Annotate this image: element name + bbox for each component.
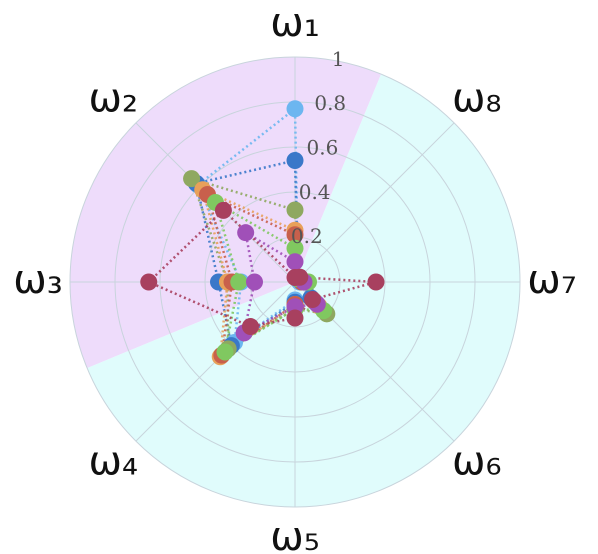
data-point bbox=[216, 343, 234, 361]
axis-label: ω₄ bbox=[89, 439, 139, 485]
axis-label: ω₅ bbox=[270, 514, 320, 554]
axis-label: ω₃ bbox=[13, 257, 63, 303]
r-tick-label: 0.2 bbox=[291, 224, 323, 248]
data-point bbox=[286, 152, 304, 169]
axis-label: ω₆ bbox=[452, 439, 502, 485]
data-point bbox=[183, 170, 201, 188]
data-point bbox=[286, 309, 304, 327]
data-point bbox=[241, 318, 259, 336]
axis-label: ω₁ bbox=[270, 0, 320, 46]
data-point bbox=[230, 273, 248, 291]
axis-label: ω₇ bbox=[527, 257, 577, 303]
r-tick-label: 0.4 bbox=[299, 180, 331, 204]
data-point bbox=[286, 253, 304, 271]
r-tick-label: 0.6 bbox=[307, 136, 339, 160]
axis-label: ω₈ bbox=[452, 75, 502, 121]
axis-label: ω₂ bbox=[89, 75, 139, 121]
data-point bbox=[140, 273, 158, 291]
data-point bbox=[286, 100, 304, 118]
spoke bbox=[294, 122, 455, 283]
series-line bbox=[146, 208, 377, 328]
data-point bbox=[214, 201, 232, 219]
data-point bbox=[246, 273, 263, 291]
data-point bbox=[286, 226, 304, 244]
data-point bbox=[286, 239, 304, 257]
data-point bbox=[286, 201, 304, 219]
data-point bbox=[304, 291, 322, 309]
data-point bbox=[291, 268, 309, 286]
r-tick-label: 1 bbox=[332, 47, 345, 71]
data-point bbox=[237, 224, 255, 242]
data-point bbox=[367, 273, 385, 291]
r-tick-label: 0.8 bbox=[314, 91, 346, 115]
